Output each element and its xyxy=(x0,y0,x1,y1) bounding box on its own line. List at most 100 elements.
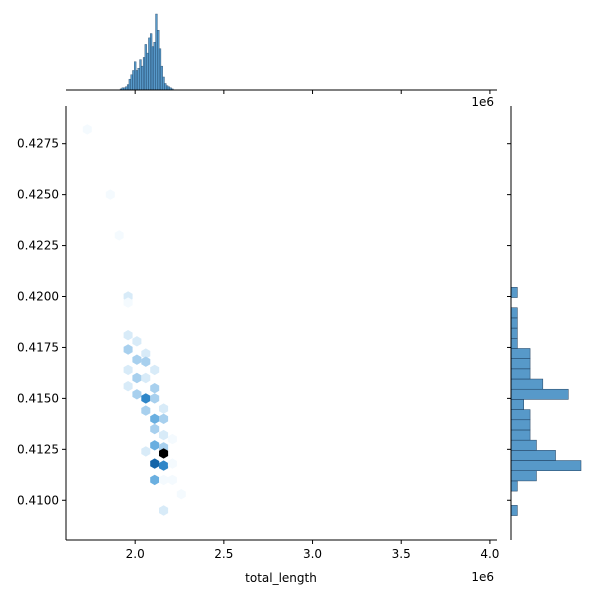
top-histogram-bar xyxy=(158,48,162,91)
x-axis-label: total_length xyxy=(245,571,317,585)
hexbin-cell xyxy=(141,372,151,384)
top-histogram-bar xyxy=(162,76,165,91)
top-marginal-ticks xyxy=(134,90,491,94)
right-marginal-histogram xyxy=(510,287,582,516)
y-tick-label: 0.4100 xyxy=(17,493,59,507)
hexbin-cell xyxy=(141,446,151,457)
top-histogram-bar xyxy=(153,42,156,91)
top-histogram-bar xyxy=(160,65,163,91)
y-tick-label: 0.4150 xyxy=(17,391,59,405)
hexbin-cell xyxy=(141,356,151,367)
hexbin-cell xyxy=(132,336,142,347)
hexbin-cell xyxy=(176,489,186,500)
top-histogram-bar xyxy=(128,78,131,91)
hexbin-cell xyxy=(82,124,92,135)
right-histogram-bar xyxy=(510,399,524,410)
top-offset-label: 1e6 xyxy=(471,95,494,109)
hexbin-cell xyxy=(114,230,124,241)
y-tick-label: 0.4200 xyxy=(17,290,59,304)
hexbin-cell xyxy=(167,458,177,469)
hexbin-cell xyxy=(150,393,160,404)
hexbin-cell xyxy=(132,372,142,384)
right-histogram-bar xyxy=(510,327,518,339)
right-marginal-ticks xyxy=(507,143,511,501)
right-histogram-bar xyxy=(510,378,544,390)
top-histogram-bar xyxy=(151,46,155,91)
right-histogram-bar xyxy=(510,358,531,370)
hexbin-cell xyxy=(123,364,133,376)
right-histogram-bar xyxy=(510,439,537,451)
hexbin-cell xyxy=(159,403,169,414)
right-histogram-bar xyxy=(510,505,518,516)
right-histogram-bar xyxy=(510,338,518,349)
right-histogram-bar xyxy=(510,409,531,421)
y-axis-ticks: 0.4100 0.4125 0.4150 0.4175 0.4200 0.4225 0.42… xyxy=(17,137,66,507)
y-tick-label: 0.4125 xyxy=(17,442,59,456)
top-histogram-bar xyxy=(150,33,153,91)
hexbin-cell xyxy=(159,413,169,424)
hexbin-cell xyxy=(150,364,160,376)
right-histogram-bar xyxy=(510,317,518,329)
hexbin-cell xyxy=(159,448,169,459)
right-histogram-bar xyxy=(510,460,582,471)
x-tick-label: 3.5 xyxy=(392,547,411,561)
right-histogram-bar xyxy=(510,419,531,431)
hexbin-plot-area xyxy=(82,124,186,516)
hexbin-cell xyxy=(159,505,169,516)
hexbin-cell xyxy=(150,440,160,451)
top-histogram-bar xyxy=(134,61,137,91)
hexbin-cell xyxy=(167,474,177,486)
hexbin-cell xyxy=(159,429,169,441)
y-tick-label: 0.4275 xyxy=(17,137,59,151)
hexbin-cell xyxy=(123,381,133,392)
hexbin-cell xyxy=(159,474,169,486)
hexbin-cell xyxy=(141,405,151,416)
hexbin-cell xyxy=(105,189,115,200)
right-histogram-bar xyxy=(510,348,531,359)
top-histogram-bar xyxy=(141,65,144,91)
hexbin-cell xyxy=(150,458,160,469)
hexbin-cell xyxy=(123,344,133,355)
right-histogram-bar xyxy=(510,480,518,492)
top-histogram-bar xyxy=(126,84,130,91)
right-histogram-bar xyxy=(510,450,556,461)
top-histogram-bar xyxy=(155,13,158,91)
x-offset-label: 1e6 xyxy=(471,570,494,584)
y-tick-label: 0.4250 xyxy=(17,188,59,202)
hexbin-cell xyxy=(150,423,160,435)
hexbin-cell xyxy=(159,460,169,471)
y-tick-label: 0.4175 xyxy=(17,340,59,354)
right-histogram-bar xyxy=(510,287,518,298)
hexbin-cell xyxy=(150,413,160,424)
top-histogram-bar xyxy=(137,68,140,91)
right-histogram-bar xyxy=(510,307,518,319)
x-axis-ticks: 2.0 2.5 3.0 3.5 4.0 xyxy=(126,540,499,561)
hexbin-cell xyxy=(167,433,177,445)
top-histogram-bar xyxy=(164,83,167,91)
top-histogram-bar xyxy=(144,44,147,91)
x-tick-label: 4.0 xyxy=(480,547,499,561)
hexbin-cell xyxy=(123,297,133,308)
top-histogram-bar xyxy=(139,59,142,91)
right-histogram-bar xyxy=(510,368,531,380)
right-histogram-bar xyxy=(510,388,569,400)
top-histogram-bar xyxy=(165,85,169,91)
hexbin-cell xyxy=(150,383,160,394)
x-tick-label: 3.0 xyxy=(303,547,322,561)
hexbin-cell xyxy=(132,354,142,365)
hexbin-cell xyxy=(132,389,142,400)
top-histogram-bar xyxy=(130,74,133,91)
top-histogram-bar xyxy=(142,57,146,91)
hexbin-cell xyxy=(150,474,160,486)
hexbin-cell xyxy=(141,348,151,359)
hexbin-cell xyxy=(123,330,133,341)
right-histogram-bar xyxy=(510,470,537,482)
top-histogram-bar xyxy=(148,37,151,91)
x-tick-label: 2.5 xyxy=(214,547,233,561)
top-histogram-bar xyxy=(157,30,160,91)
top-marginal-histogram xyxy=(119,13,174,91)
x-tick-label: 2.0 xyxy=(126,547,145,561)
y-tick-label: 0.4225 xyxy=(17,239,59,253)
right-histogram-bar xyxy=(510,429,531,441)
